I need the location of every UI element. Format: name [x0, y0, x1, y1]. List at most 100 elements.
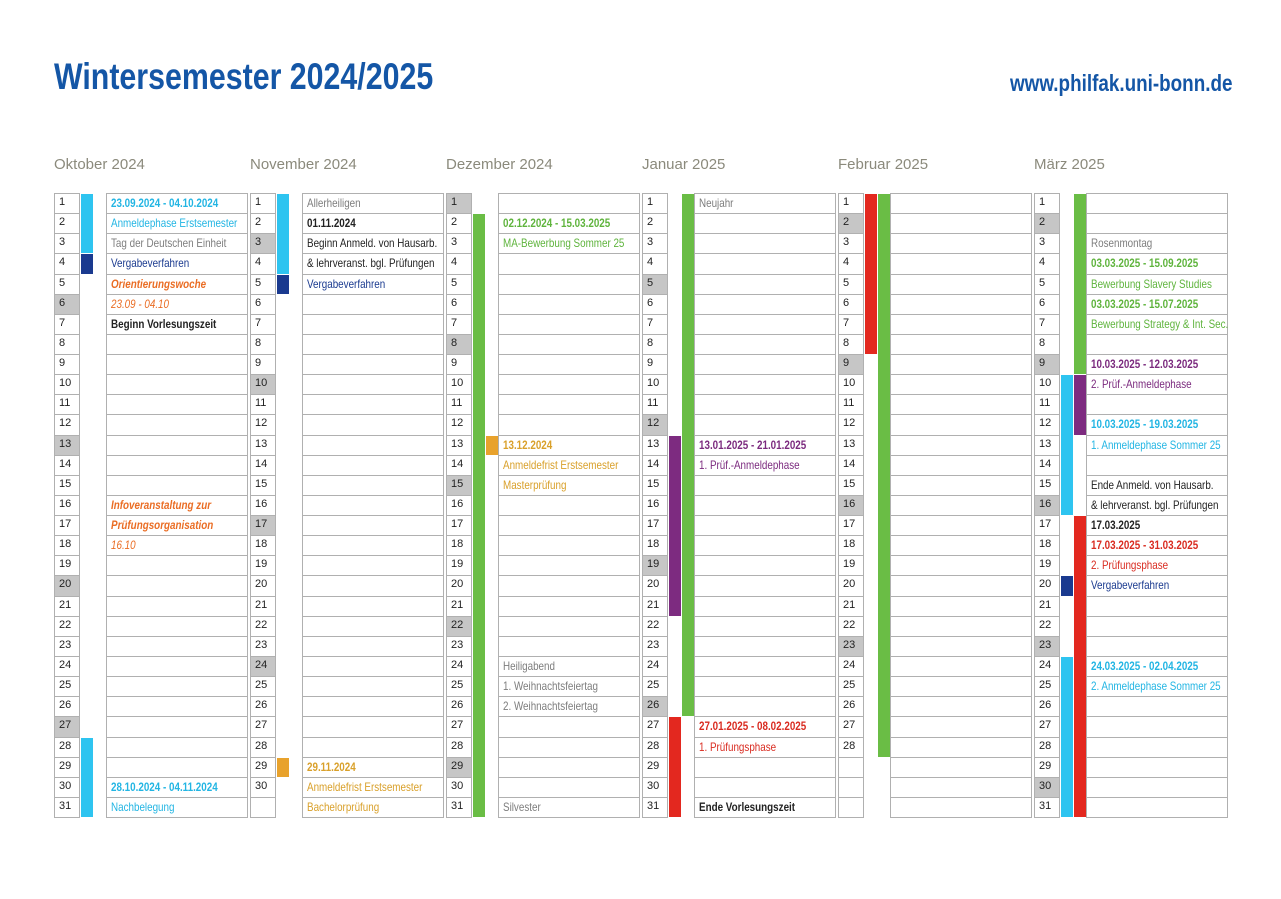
note-cell [694, 414, 836, 436]
day-cell [642, 273, 668, 295]
day-number: 2 [647, 216, 654, 229]
note-cell [890, 233, 1032, 255]
period-bar [1061, 656, 1073, 818]
day-number: 11 [451, 397, 463, 410]
day-number: 28 [451, 739, 464, 752]
day-number: 1 [59, 196, 66, 208]
month-name: Februar 2025 [838, 156, 929, 173]
day-cell [1034, 233, 1060, 255]
note-cell [890, 635, 1032, 657]
note-cell [694, 494, 836, 517]
day-cell [250, 796, 276, 819]
period-bar [486, 435, 498, 455]
note-cell [694, 213, 836, 235]
day-number: 9 [59, 357, 66, 370]
day-cell [1034, 313, 1060, 335]
day-cell [1034, 193, 1060, 215]
note-text: Vergabeverfahren [111, 256, 190, 271]
day-cell [1034, 213, 1060, 235]
day-number: 21 [451, 598, 464, 611]
note-text: Allerheiligen [307, 196, 361, 210]
note-cell [498, 253, 640, 275]
note-text: Anmeldephase Erstsemester [111, 216, 238, 231]
period-bar [669, 717, 681, 818]
note-cell [498, 736, 640, 758]
day-number: 5 [255, 276, 262, 289]
day-number: 1 [647, 196, 654, 208]
day-number: 7 [843, 316, 850, 329]
note-cell [694, 575, 836, 597]
period-bar [1074, 375, 1086, 435]
note-cell [890, 293, 1032, 315]
day-number: 9 [451, 357, 458, 370]
day-number: 12 [1039, 417, 1052, 430]
day-number: 16 [59, 497, 72, 510]
note-cell [302, 313, 444, 335]
period-bar [81, 194, 93, 254]
note-cell [106, 595, 248, 617]
note-text: Heiligabend [503, 658, 555, 673]
day-number: 4 [255, 256, 262, 269]
note-cell [694, 293, 836, 315]
note-text: 29.11.2024 [307, 759, 356, 774]
note-text: Silvester [503, 799, 541, 814]
note-cell [302, 414, 444, 436]
day-number: 13 [647, 437, 660, 450]
note-cell [106, 434, 248, 456]
day-number: 14 [1039, 457, 1052, 470]
note-cell [106, 454, 248, 476]
period-bar [1061, 576, 1073, 596]
note-cell [302, 796, 444, 819]
note-text: 03.03.2025 - 15.07.2025 [1091, 296, 1199, 311]
day-number: 8 [843, 336, 850, 349]
day-number: 12 [255, 417, 268, 430]
period-bar [277, 274, 289, 294]
note-cell [1086, 635, 1228, 657]
day-number: 6 [647, 296, 654, 309]
note-cell [106, 736, 248, 758]
day-number: 10 [647, 377, 660, 390]
period-bar [277, 194, 289, 274]
day-number: 14 [451, 457, 464, 470]
day-number: 9 [843, 357, 850, 370]
period-bar [1061, 375, 1073, 516]
day-number: 6 [843, 296, 850, 309]
note-cell [1086, 776, 1228, 798]
note-text: Ende Vorlesungszeit [699, 799, 796, 814]
note-cell [694, 333, 836, 356]
day-cell [446, 273, 472, 295]
note-cell [890, 555, 1032, 577]
day-number: 26 [647, 699, 660, 712]
note-cell [1086, 736, 1228, 758]
note-cell [498, 313, 640, 335]
note-cell [890, 615, 1032, 637]
day-number: 27 [1039, 719, 1052, 732]
day-cell [642, 293, 668, 315]
day-number: 27 [59, 719, 72, 732]
day-number: 29 [255, 759, 268, 772]
day-number: 29 [59, 759, 72, 772]
day-number: 20 [59, 578, 72, 591]
day-cell [54, 354, 80, 376]
day-number: 3 [451, 236, 458, 249]
day-number: 23 [59, 638, 72, 651]
day-number: 23 [255, 638, 268, 651]
note-text: Anmeldefrist Erstsemester [503, 457, 619, 472]
note-cell [106, 756, 248, 778]
day-number: 15 [59, 477, 72, 490]
day-number: 21 [843, 598, 856, 611]
note-text: Rosenmontag [1091, 236, 1153, 251]
day-cell [446, 333, 472, 356]
day-number: 26 [451, 699, 464, 712]
day-number: 25 [451, 679, 464, 692]
day-number: 29 [1039, 759, 1052, 772]
day-number: 1 [255, 196, 262, 208]
day-cell [838, 756, 864, 778]
day-number: 27 [843, 719, 856, 732]
day-number: 11 [843, 397, 855, 410]
day-number: 9 [647, 357, 654, 370]
day-number: 2 [1039, 216, 1046, 229]
day-number: 5 [451, 276, 458, 289]
day-number: 20 [451, 578, 464, 591]
day-number: 4 [843, 256, 850, 269]
